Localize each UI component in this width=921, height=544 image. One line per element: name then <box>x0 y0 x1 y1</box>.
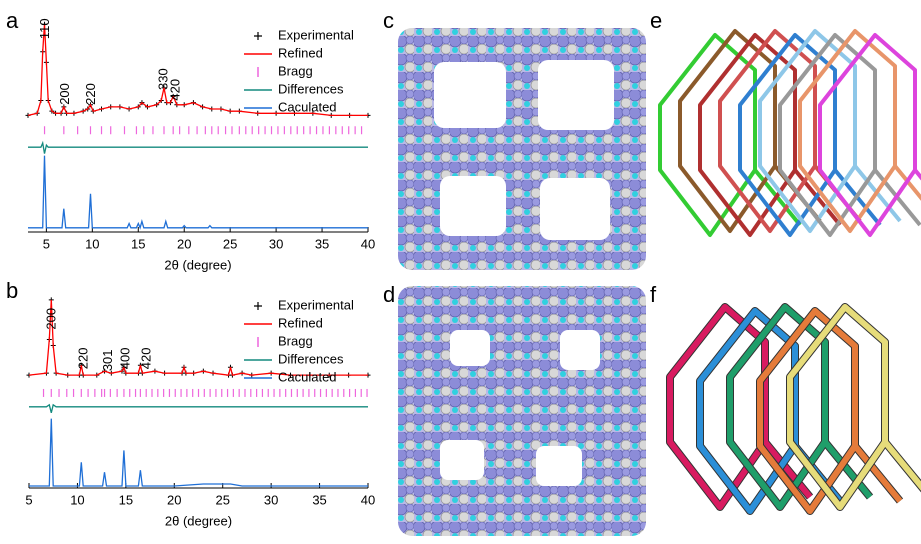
peak-label: 200 <box>44 308 59 330</box>
peak-label: 400 <box>117 347 132 369</box>
legend-label: Refined <box>278 315 323 330</box>
legend-marker <box>254 32 262 40</box>
peak-label: 301 <box>100 349 115 371</box>
x-axis-label: 2θ (degree) <box>165 513 232 528</box>
panel-letter: c <box>383 8 394 33</box>
panel-letter: b <box>6 278 18 303</box>
pore <box>434 62 506 128</box>
net-strand <box>757 308 903 514</box>
x-tick-label: 20 <box>177 236 191 251</box>
legend-label: Differences <box>278 81 344 96</box>
pore <box>560 330 600 370</box>
interpenetrated-nets <box>658 29 921 515</box>
x-tick-label: 20 <box>167 492 181 507</box>
x-tick-label: 35 <box>312 492 326 507</box>
peak-label: 330 <box>155 68 170 90</box>
space-filling-model <box>398 286 646 536</box>
xrd-chart: 5 10 15 20 25 30 35 40 2θ (degree) a Experimental R… <box>6 8 375 273</box>
series-line <box>29 418 368 487</box>
legend-label: Bragg <box>278 333 313 348</box>
legend-label: Refined <box>278 45 323 60</box>
x-tick-label: 40 <box>361 492 375 507</box>
x-tick-label: 5 <box>25 492 32 507</box>
legend-marker <box>254 302 262 310</box>
legend-label: Differences <box>278 351 344 366</box>
x-tick-label: 30 <box>269 236 283 251</box>
legend-label: Caculated <box>278 99 337 114</box>
panel-d-structure <box>398 286 646 536</box>
peak-label: 220 <box>83 83 98 105</box>
panel-letter: e <box>650 8 662 33</box>
x-tick-label: 15 <box>131 236 145 251</box>
peak-label: 110 <box>37 18 52 39</box>
legend-label: Experimental <box>278 27 354 42</box>
series-line <box>27 24 368 117</box>
net-strand <box>787 304 921 510</box>
net-strand <box>798 29 921 233</box>
x-tick-label: 10 <box>85 236 99 251</box>
pore <box>450 330 490 366</box>
x-tick-label: 35 <box>315 236 329 251</box>
x-tick-label: 5 <box>43 236 50 251</box>
net-strand <box>667 304 813 510</box>
series-line <box>28 140 368 154</box>
x-tick-label: 40 <box>361 236 375 251</box>
panel-letter: d <box>383 282 395 307</box>
peak-label: 420 <box>139 347 154 369</box>
panel-letter: f <box>650 282 657 307</box>
peak-label: 200 <box>57 83 72 105</box>
pore <box>440 176 506 236</box>
panel-c-structure <box>398 28 646 270</box>
x-axis-label: 2θ (degree) <box>164 257 231 272</box>
x-tick-label: 10 <box>70 492 84 507</box>
peak-label: 220 <box>76 347 91 369</box>
panel-letter: a <box>6 8 19 33</box>
series-line <box>28 155 368 230</box>
legend-label: Caculated <box>278 369 337 384</box>
x-tick-label: 25 <box>223 236 237 251</box>
pore <box>538 60 614 130</box>
xrd-chart: 5 10 15 20 25 30 35 40 2θ (degree) b Experimental R… <box>6 278 375 529</box>
pore <box>536 446 582 486</box>
peak-label: 420 <box>167 79 182 101</box>
x-tick-label: 30 <box>264 492 278 507</box>
x-tick-label: 15 <box>119 492 133 507</box>
legend-label: Experimental <box>278 297 354 312</box>
x-tick-label: 25 <box>215 492 229 507</box>
legend-label: Bragg <box>278 63 313 78</box>
net-strand <box>818 33 921 237</box>
pore <box>540 178 610 240</box>
series-line <box>28 299 368 376</box>
series-line <box>29 403 368 413</box>
pore <box>440 440 484 480</box>
net-strand <box>727 304 873 510</box>
